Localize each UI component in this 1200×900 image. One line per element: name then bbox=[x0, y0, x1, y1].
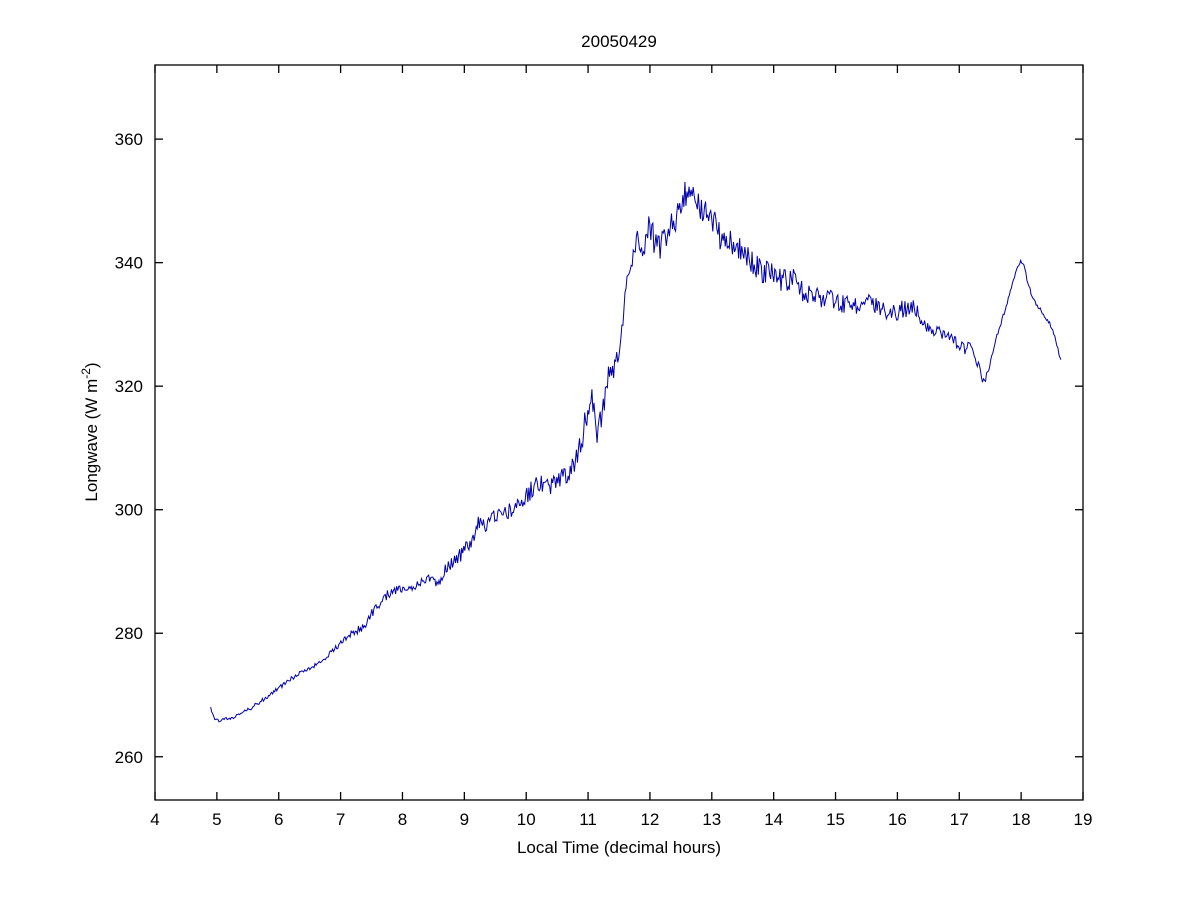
data-series-line bbox=[210, 182, 1062, 723]
x-tick-label: 19 bbox=[1074, 810, 1093, 829]
x-tick-label: 10 bbox=[517, 810, 536, 829]
plot-box bbox=[154, 64, 1084, 801]
y-axis-label: Longwave (W m-2) bbox=[79, 362, 101, 501]
x-tick-label: 7 bbox=[336, 810, 345, 829]
y-tick-label: 300 bbox=[115, 501, 143, 520]
x-tick-label: 4 bbox=[150, 810, 159, 829]
y-tick-label: 260 bbox=[115, 748, 143, 767]
y-axis-label-suffix: ) bbox=[82, 362, 101, 368]
x-tick-label: 8 bbox=[398, 810, 407, 829]
x-tick-label: 16 bbox=[888, 810, 907, 829]
x-tick-label: 17 bbox=[950, 810, 969, 829]
x-tick-label: 13 bbox=[702, 810, 721, 829]
x-tick-label: 14 bbox=[764, 810, 783, 829]
y-tick-label: 320 bbox=[115, 377, 143, 396]
chart-title: 20050429 bbox=[581, 32, 657, 51]
y-axis-label-prefix: Longwave (W m bbox=[82, 379, 101, 502]
x-tick-label: 15 bbox=[826, 810, 845, 829]
y-axis-label-superscript: -2 bbox=[79, 368, 93, 379]
x-tick-label: 6 bbox=[274, 810, 283, 829]
x-tick-label: 5 bbox=[212, 810, 221, 829]
axis-ticks bbox=[154, 65, 1084, 800]
y-tick-label: 360 bbox=[115, 130, 143, 149]
y-tick-label: 340 bbox=[115, 254, 143, 273]
x-axis-label: Local Time (decimal hours) bbox=[517, 838, 721, 857]
x-tick-label: 9 bbox=[460, 810, 469, 829]
tick-labels: 4 5 6 7 8 9 10 11 12 13 14 15 16 17 18 19 260 280 300 320 34… bbox=[115, 130, 1093, 829]
x-tick-label: 12 bbox=[640, 810, 659, 829]
x-tick-label: 11 bbox=[579, 810, 597, 829]
x-tick-label: 18 bbox=[1012, 810, 1031, 829]
y-tick-label: 280 bbox=[115, 624, 143, 643]
